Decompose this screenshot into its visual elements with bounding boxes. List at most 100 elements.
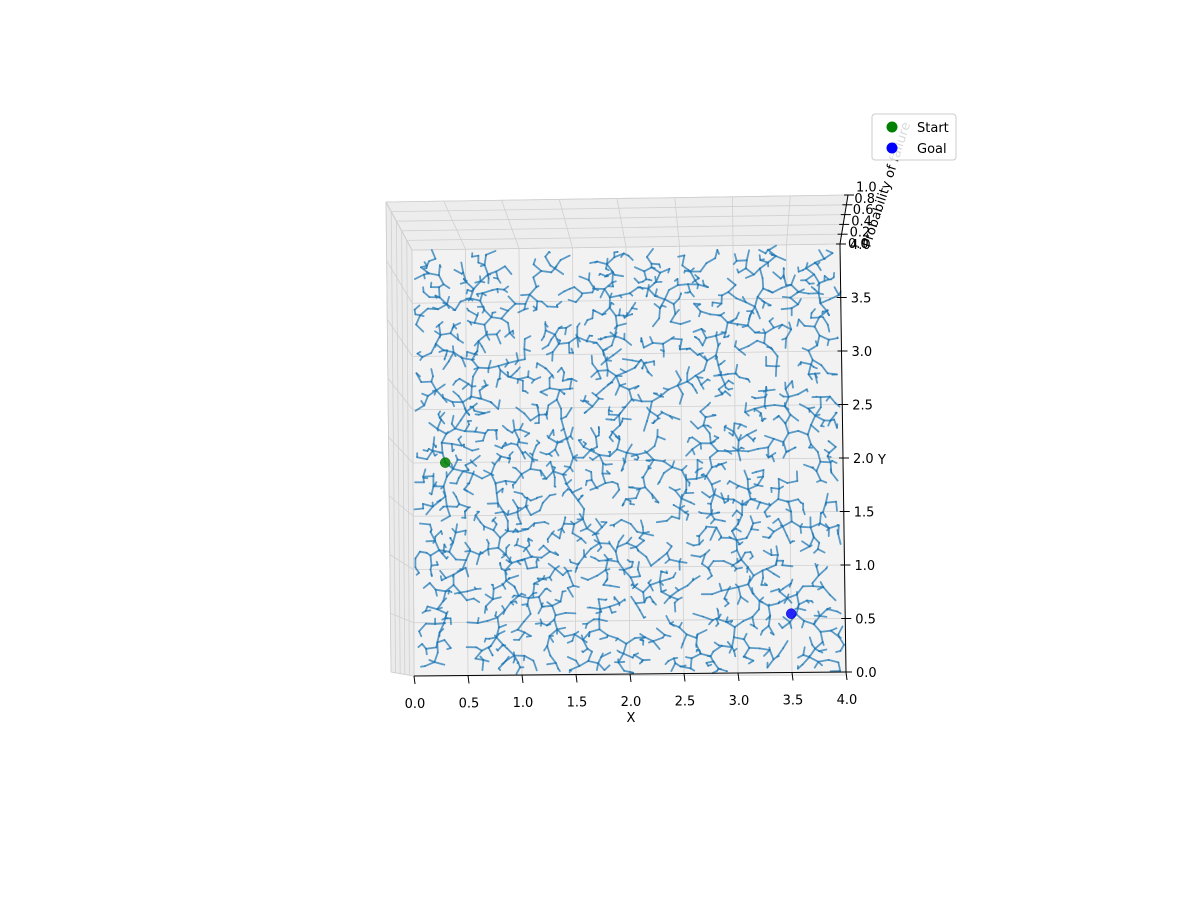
tree-edge (421, 352, 433, 358)
tree-edge (440, 530, 444, 536)
tree-edge (744, 407, 756, 414)
tree-edge (430, 368, 434, 378)
tree-edge (618, 414, 621, 427)
tree-edge (745, 377, 750, 381)
tree-edge (479, 273, 489, 283)
tree-edge (708, 619, 714, 626)
tree-edge (431, 449, 436, 457)
tree-edge (425, 646, 438, 650)
tree-edge (425, 505, 434, 516)
tree-edge (528, 293, 539, 303)
tree-edge (604, 480, 614, 485)
tree-edge (551, 530, 555, 535)
tree-edge (622, 569, 632, 579)
tree-edge (720, 588, 730, 592)
tree-edge (413, 304, 421, 311)
tree-edge (789, 413, 800, 422)
tree-edge (640, 367, 644, 370)
tree-edge (471, 448, 480, 452)
tree-edge (596, 662, 600, 671)
tree-edge (476, 312, 480, 317)
tree-edge (653, 435, 659, 448)
tree-edge (801, 656, 811, 666)
tree-edge (819, 302, 828, 312)
tree-edge (786, 593, 798, 599)
tree-edge (496, 616, 500, 629)
tree-edge (512, 658, 516, 664)
tree-edge (516, 378, 519, 384)
z-tick-label: 0.8 (854, 192, 875, 207)
tree-edge (686, 366, 690, 375)
tree-edge (625, 542, 638, 548)
tree-edge (604, 568, 611, 571)
tree-edge (483, 263, 489, 276)
tree-edge (686, 437, 691, 444)
tree-edge (546, 623, 552, 627)
tree-edge (563, 465, 571, 469)
tree-edge (621, 417, 632, 421)
tree-edge (740, 446, 745, 450)
tree-edge (526, 597, 530, 606)
tree-edge (625, 536, 633, 544)
grid-line-zl-4 (390, 211, 396, 673)
tree-edge (490, 463, 496, 475)
tree-edge (492, 523, 498, 532)
tree-edge (818, 278, 830, 285)
tree-edge (715, 463, 720, 468)
tree-edge (625, 637, 636, 645)
tree-edge (817, 586, 825, 591)
tree-edge (691, 442, 702, 451)
tree-edge (471, 254, 480, 258)
tree-edge (548, 452, 553, 458)
tree-edge (523, 412, 532, 422)
tree-edge (776, 655, 780, 658)
tree-edge (508, 457, 511, 464)
tree-edge (513, 490, 523, 495)
tree-edge (595, 435, 598, 448)
tree-edge (617, 560, 625, 571)
tree-edge (643, 266, 653, 273)
tree-edge (422, 582, 431, 589)
tree-edge (438, 349, 445, 353)
grid-line-left-6 (386, 319, 413, 357)
tree-edge (422, 468, 427, 478)
tree-edge (674, 662, 682, 668)
tree-edge (503, 601, 512, 612)
tree-edge (436, 608, 448, 615)
tree-edge (436, 606, 443, 611)
tree-edge (476, 619, 489, 624)
tree-edge (531, 458, 535, 463)
tree-edge (769, 252, 773, 256)
tree-edge (732, 259, 738, 266)
y-tick-label: 2.5 (852, 399, 873, 414)
tree-edge (414, 566, 420, 574)
tree-edge (817, 522, 821, 527)
tree-edge (755, 469, 765, 473)
tree-edge (734, 340, 738, 348)
tree-edge (464, 549, 472, 553)
tree-edge (681, 464, 688, 472)
tree-edge (744, 411, 750, 417)
tree-edge (511, 484, 515, 489)
tree-edge (501, 424, 509, 431)
tree-edge (689, 290, 695, 298)
tree-edge (818, 615, 828, 618)
tree-edge (530, 556, 543, 559)
tree-edge (718, 582, 723, 592)
tree-edge (541, 494, 551, 504)
grid-line-z-1 (406, 233, 842, 241)
tree-edge (781, 323, 793, 331)
tree-edge (733, 636, 745, 641)
tree-edge (699, 262, 708, 273)
tree-edge (790, 274, 796, 286)
tree-edge (663, 298, 675, 306)
tree-edge (416, 350, 422, 355)
tree-edge (595, 518, 603, 529)
tree-edge (702, 279, 705, 286)
tree-edge (572, 584, 580, 588)
tree-edge (433, 453, 438, 457)
tree-edge (563, 287, 571, 293)
tree-edge (807, 363, 812, 376)
tree-edge (737, 433, 742, 442)
tree-edge (735, 527, 742, 533)
